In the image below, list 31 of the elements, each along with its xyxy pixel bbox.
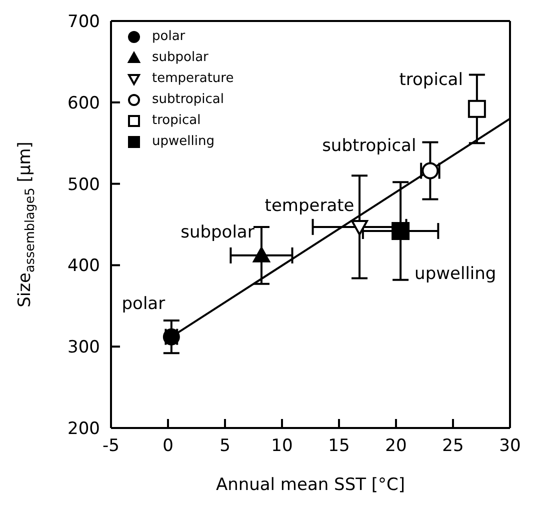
point bbox=[468, 100, 486, 118]
y-tick-label: 700 bbox=[68, 12, 100, 32]
legend-label: subpolar bbox=[152, 49, 208, 67]
x-tick-label: 25 bbox=[442, 436, 464, 456]
annotation: upwelling bbox=[414, 264, 496, 284]
annotation: temperate bbox=[264, 196, 354, 216]
y-tick-label: 200 bbox=[68, 419, 100, 440]
x-tick-label: 30 bbox=[499, 436, 521, 456]
point bbox=[252, 246, 270, 262]
point bbox=[351, 220, 368, 236]
y-tick-label: 500 bbox=[68, 174, 100, 195]
x-axis-title: Annual mean SST [°C] bbox=[216, 475, 406, 495]
legend-label: temperature bbox=[152, 70, 234, 88]
point bbox=[392, 222, 410, 240]
legend-label: upwelling bbox=[152, 133, 214, 151]
x-tick-label: 20 bbox=[385, 436, 407, 456]
x-tick-label: 15 bbox=[328, 436, 350, 456]
y-tick-label: 400 bbox=[68, 256, 100, 276]
legend-label: subtropical bbox=[152, 91, 224, 109]
legend-label: polar bbox=[152, 28, 186, 46]
annotation: tropical bbox=[399, 70, 463, 90]
legend-label: tropical bbox=[152, 112, 201, 130]
x-tick-label: 0 bbox=[162, 436, 174, 456]
y-tick-label: 600 bbox=[68, 93, 100, 114]
x-tick-label: 5 bbox=[220, 436, 230, 456]
x-tick-label: -5 bbox=[102, 436, 120, 456]
x-tick-label: 10 bbox=[271, 436, 293, 456]
annotation: subtropical bbox=[322, 136, 416, 156]
annotation: polar bbox=[122, 294, 166, 314]
y-tick-label: 300 bbox=[68, 338, 100, 358]
annotation: subpolar bbox=[180, 222, 254, 242]
